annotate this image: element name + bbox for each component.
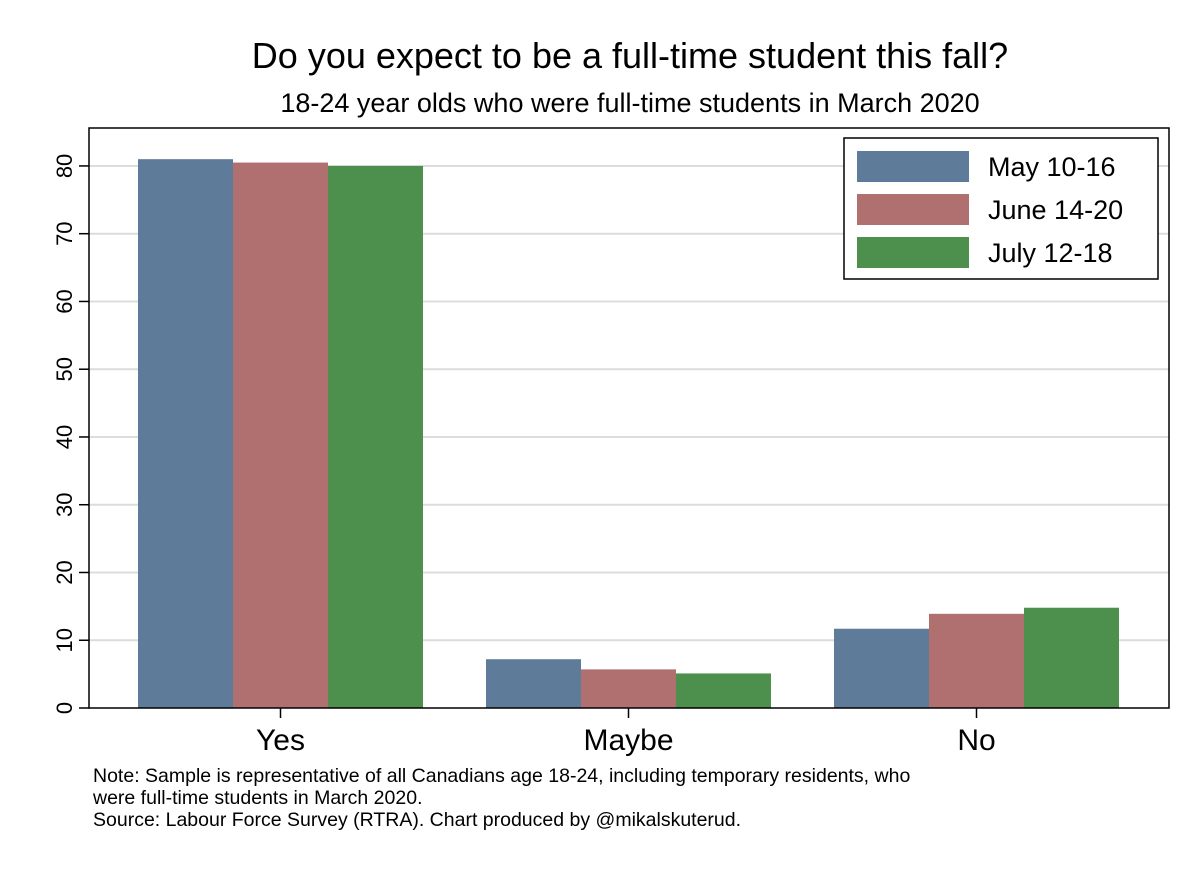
y-tick-label: 30 — [52, 492, 77, 516]
x-category-label: Maybe — [583, 724, 673, 757]
y-tick-label: 20 — [52, 560, 77, 584]
chart-subtitle: 18-24 year olds who were full-time stude… — [280, 88, 979, 118]
y-tick-label: 40 — [52, 425, 77, 449]
bar-yes-1 — [138, 159, 233, 709]
x-category-label: No — [957, 724, 995, 757]
y-axis: 0 10 20 30 40 50 60 70 80 — [52, 154, 89, 714]
legend-swatch — [857, 237, 969, 268]
x-category-label: Yes — [256, 724, 305, 757]
bar-maybe-2 — [581, 669, 676, 708]
legend-swatch — [857, 151, 969, 182]
bar-no-3 — [1024, 607, 1119, 708]
bar-no-1 — [834, 628, 929, 708]
x-axis: Yes Maybe No — [256, 708, 996, 757]
bar-yes-2 — [233, 162, 328, 708]
legend-label: June 14-20 — [988, 195, 1123, 225]
y-tick-label: 60 — [52, 289, 77, 313]
note-line-2: were full-time students in March 2020. — [93, 787, 423, 809]
bars — [138, 159, 1119, 709]
chart-title: Do you expect to be a full-time student … — [252, 35, 1008, 76]
bar-maybe-1 — [486, 659, 581, 708]
y-tick-label: 80 — [52, 154, 77, 178]
chart-notes: Note: Sample is representative of all Ca… — [93, 765, 1183, 831]
y-tick-label: 70 — [52, 221, 77, 245]
bar-yes-3 — [328, 165, 423, 709]
y-tick-label: 0 — [52, 702, 77, 714]
note-line-1: Note: Sample is representative of all Ca… — [93, 765, 911, 787]
legend-swatch — [857, 194, 969, 225]
note-line-3: Source: Labour Force Survey (RTRA). Char… — [93, 809, 742, 831]
legend: May 10-16 June 14-20 July 12-18 — [843, 137, 1159, 280]
legend-label: May 10-16 — [988, 152, 1116, 182]
bar-maybe-3 — [676, 673, 771, 708]
bar-no-2 — [929, 613, 1024, 708]
legend-label: July 12-18 — [988, 238, 1113, 268]
y-tick-label: 50 — [52, 357, 77, 381]
y-tick-label: 10 — [52, 628, 77, 652]
